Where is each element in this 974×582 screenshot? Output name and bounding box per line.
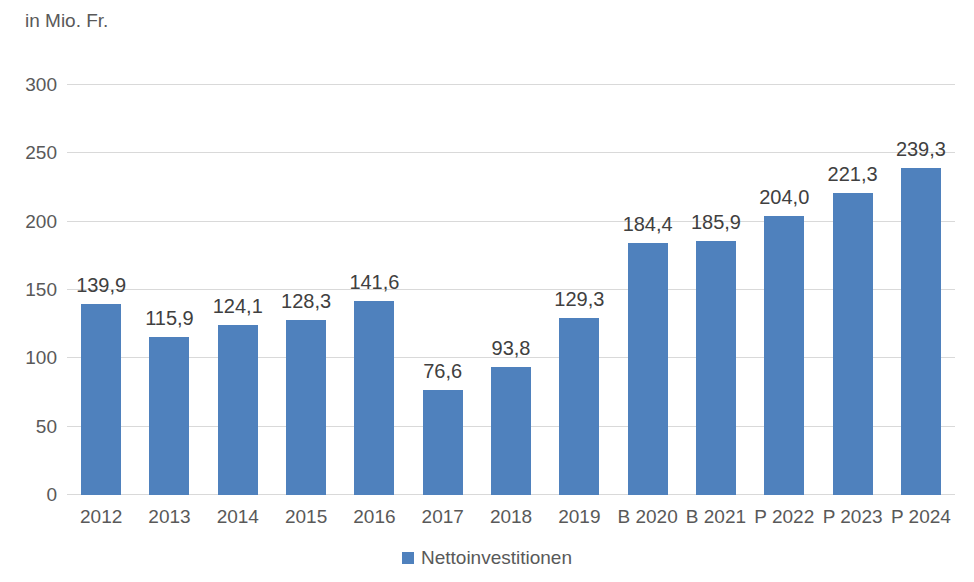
bar-slot-2018: 93,8 — [477, 337, 545, 495]
bar-2014 — [218, 325, 258, 495]
bar-value-label: 76,6 — [423, 360, 462, 383]
x-tick-label-P 2022: P 2022 — [750, 506, 818, 528]
axis-unit-label: in Mio. Fr. — [25, 10, 108, 32]
bar-slot-B 2021: 185,9 — [682, 211, 750, 495]
bar-slot-2017: 76,6 — [409, 360, 477, 495]
bar-slot-2016: 141,6 — [340, 271, 408, 495]
legend: Nettoinvestitionen — [0, 547, 974, 569]
bar-value-label: 239,3 — [896, 138, 946, 161]
bar-slot-2012: 139,9 — [67, 274, 135, 495]
legend-label: Nettoinvestitionen — [421, 547, 572, 569]
y-tick-label-50: 50 — [5, 416, 57, 438]
y-tick-label-300: 300 — [5, 74, 57, 96]
y-tick-label-100: 100 — [5, 347, 57, 369]
bar-chart: in Mio. Fr. 0 50 100 150 200 250 300 139,9 115,… — [0, 0, 974, 582]
bar-value-label: 128,3 — [281, 290, 331, 313]
bars-container: 139,9 115,9 124,1 128,3 141,6 76,6 93,8 129,3 18… — [67, 85, 955, 495]
legend-swatch-icon — [402, 552, 414, 564]
bar-value-label: 204,0 — [759, 186, 809, 209]
y-tick-label-200: 200 — [5, 211, 57, 233]
bar-P 2024 — [901, 168, 941, 495]
y-tick-label-250: 250 — [5, 142, 57, 164]
bar-value-label: 124,1 — [213, 295, 263, 318]
bar-2012 — [81, 304, 121, 495]
bar-2015 — [286, 320, 326, 495]
bar-B 2020 — [628, 243, 668, 495]
x-tick-label-2014: 2014 — [204, 506, 272, 528]
bar-slot-P 2024: 239,3 — [887, 138, 955, 495]
x-tick-label-P 2023: P 2023 — [818, 506, 886, 528]
bar-2016 — [354, 301, 394, 495]
x-tick-label-2017: 2017 — [409, 506, 477, 528]
bar-value-label: 115,9 — [145, 307, 194, 330]
x-tick-label-2019: 2019 — [545, 506, 613, 528]
bar-slot-2019: 129,3 — [545, 288, 613, 495]
y-tick-label-0: 0 — [5, 484, 57, 506]
x-tick-label-B 2021: B 2021 — [682, 506, 750, 528]
x-axis-tick-labels: 20122013201420152016201720182019B 2020B … — [67, 506, 955, 528]
bar-slot-P 2022: 204,0 — [750, 186, 818, 495]
bar-2017 — [423, 390, 463, 495]
bar-B 2021 — [696, 241, 736, 495]
bar-value-label: 141,6 — [349, 271, 399, 294]
x-tick-label-2016: 2016 — [340, 506, 408, 528]
bar-2013 — [149, 337, 189, 495]
x-tick-label-2012: 2012 — [67, 506, 135, 528]
bar-slot-P 2023: 221,3 — [818, 163, 886, 495]
plot-area: 050100150200250300 139,9115,9124,1128,31… — [67, 85, 955, 495]
y-tick-label-150: 150 — [5, 279, 57, 301]
bar-value-label: 139,9 — [76, 274, 126, 297]
bar-slot-2015: 128,3 — [272, 290, 340, 495]
bar-P 2022 — [764, 216, 804, 495]
bar-P 2023 — [833, 193, 873, 495]
bar-value-label: 184,4 — [623, 213, 673, 236]
bar-slot-2014: 124,1 — [204, 295, 272, 495]
bar-value-label: 185,9 — [691, 211, 741, 234]
x-tick-label-2018: 2018 — [477, 506, 545, 528]
bar-value-label: 129,3 — [554, 288, 604, 311]
bar-2019 — [559, 318, 599, 495]
x-tick-label-P 2024: P 2024 — [887, 506, 955, 528]
x-tick-label-B 2020: B 2020 — [614, 506, 682, 528]
bar-2018 — [491, 367, 531, 495]
bar-slot-B 2020: 184,4 — [614, 213, 682, 495]
bar-slot-2013: 115,9 — [135, 307, 203, 495]
x-tick-label-2015: 2015 — [272, 506, 340, 528]
bar-value-label: 93,8 — [492, 337, 531, 360]
bar-value-label: 221,3 — [828, 163, 878, 186]
x-tick-label-2013: 2013 — [135, 506, 203, 528]
